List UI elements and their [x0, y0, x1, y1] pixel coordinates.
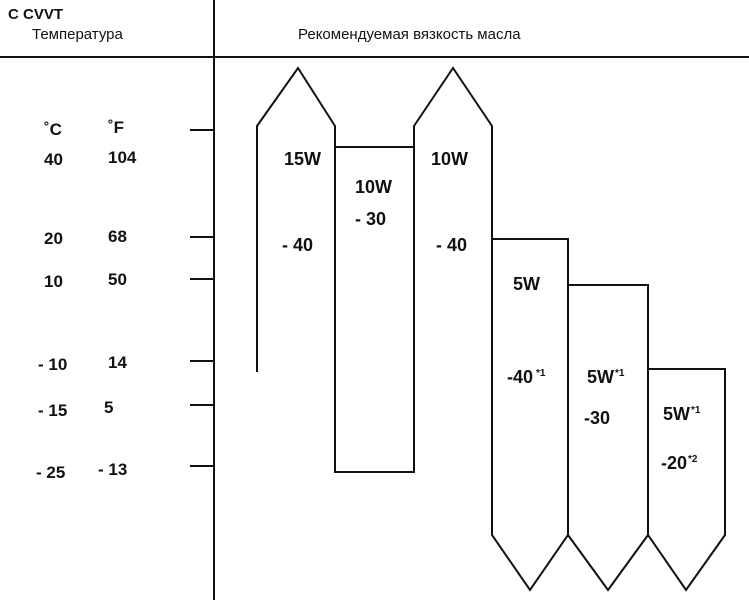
grade-bottom-value: -40	[507, 367, 533, 387]
grade-bottom-label: - 40	[282, 235, 313, 255]
grade-range-shape	[567, 284, 649, 592]
header-temperature-label: Температура	[32, 26, 123, 43]
grade-range-shape	[491, 238, 569, 592]
grade-top-label: 15W	[284, 149, 321, 169]
grade-top-label: 10W	[431, 149, 468, 169]
grade-bottom-value: -20	[661, 453, 687, 473]
temp-c-label: 10	[44, 272, 63, 291]
grade-bottom-label: -40 *1	[507, 367, 546, 387]
grade-range-shape	[413, 66, 493, 472]
temp-f-label: - 13	[98, 460, 127, 479]
temp-c-label: 40	[44, 150, 63, 169]
grade-footnote-mark: *2	[688, 454, 698, 465]
grade-footnote-mark: *1	[536, 368, 546, 379]
grade-top-value: 5W	[663, 404, 690, 424]
temperature-ticks	[190, 129, 214, 467]
fahrenheit-unit-label: ˚F	[108, 118, 124, 137]
temp-c-label: - 15	[38, 401, 67, 420]
grade-bottom-label: -30	[584, 408, 610, 428]
temp-c-label: - 25	[36, 463, 65, 482]
grade-bottom-label: - 30	[355, 209, 386, 229]
header-engine-label: С CVVT	[8, 6, 64, 23]
temp-f-label: 50	[108, 270, 127, 289]
temp-f-label: 14	[108, 353, 127, 372]
grade-range-shape	[647, 368, 726, 592]
grade-top-label: 5W*1	[663, 404, 701, 424]
temp-f-label: 68	[108, 227, 127, 246]
grade-top-label: 10W	[355, 177, 392, 197]
grade-bottom-label: -20*2	[661, 453, 698, 473]
grade-top-value: 5W	[587, 367, 614, 387]
temp-f-label: 5	[104, 398, 113, 417]
temp-f-label: 104	[108, 148, 137, 167]
header-viscosity-label: Рекомендуемая вязкость масла	[298, 26, 521, 43]
temp-c-label: - 10	[38, 355, 67, 374]
celsius-unit-label: ˚C	[44, 120, 62, 139]
grade-range-shape	[256, 66, 336, 372]
grade-top-label: 5W*1	[587, 367, 625, 387]
temp-c-label: 20	[44, 229, 63, 248]
grade-footnote-mark: *1	[691, 405, 701, 416]
grade-bottom-label: - 40	[436, 235, 467, 255]
grade-footnote-mark: *1	[615, 368, 625, 379]
grade-top-label: 5W	[513, 274, 540, 294]
